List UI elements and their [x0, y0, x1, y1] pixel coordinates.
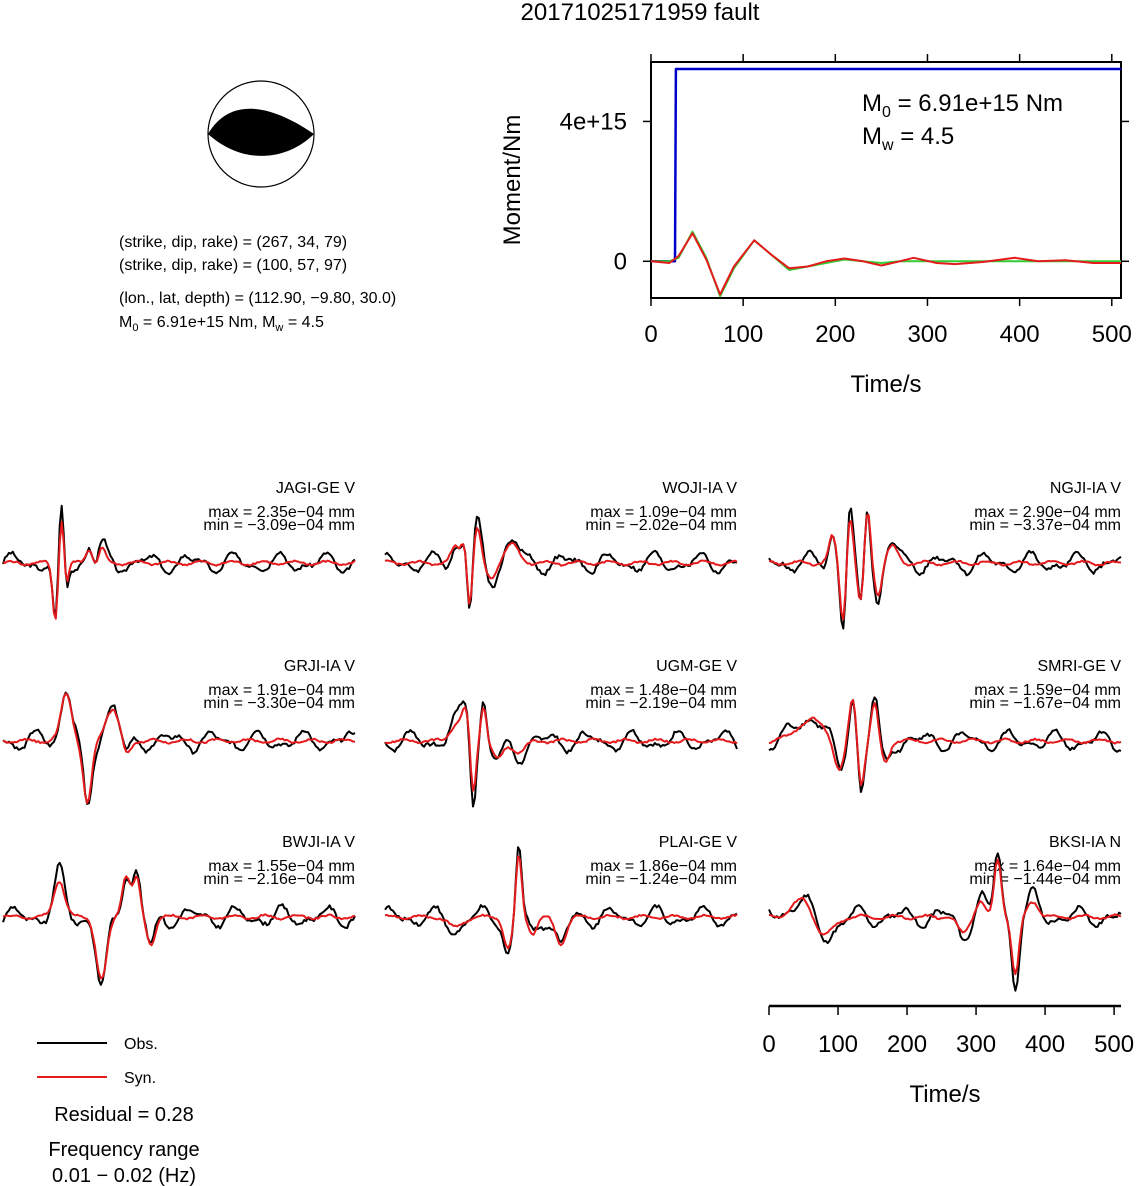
- moment-plot-frame: [650, 61, 1122, 299]
- hypocenter-info: (lon., lat, depth) = (112.90, −9.80, 30.…: [119, 290, 396, 307]
- trace-max: max = 2.35e−04 mm: [208, 504, 355, 521]
- synthetic-trace: [384, 855, 738, 950]
- figure-title: 20171025171959 fault: [521, 0, 760, 26]
- synthetic-trace: [2, 520, 356, 620]
- station-label: SMRI-GE V: [1037, 658, 1121, 675]
- moment-annotation-mw: Mw = 4.5: [862, 123, 954, 154]
- trace-max: max = 2.90e−04 mm: [974, 504, 1121, 521]
- trace-max: max = 1.09e−04 mm: [590, 504, 737, 521]
- waveform-xlabel: Time/s: [909, 1081, 980, 1108]
- trace-min: min = −1.44e−04 mm: [969, 871, 1121, 888]
- station-label: GRJI-IA V: [284, 658, 355, 675]
- moment-xtick-label: 200: [815, 321, 855, 348]
- waveform-time-axis: 0 100 200 300 400 500: [762, 1004, 1134, 1058]
- moment-annotation-m0: M0 = 6.91e+15 Nm: [862, 90, 1063, 121]
- beachball: [207, 80, 315, 188]
- trace-min: min = −1.24e−04 mm: [585, 871, 737, 888]
- observed-trace: [2, 861, 356, 986]
- trace-min: min = −3.30e−04 mm: [203, 695, 355, 712]
- synthetic-trace: [768, 858, 1122, 976]
- trace-min: min = −3.37e−04 mm: [969, 517, 1121, 534]
- waveform-xtick-label: 200: [887, 1031, 927, 1058]
- moment-xtick-label: 0: [644, 321, 657, 348]
- station-label: WOJI-IA V: [662, 480, 737, 497]
- synthetic-trace: [2, 875, 356, 980]
- moment-xtick-label: 500: [1092, 321, 1132, 348]
- moment-ytick-label: 4e+15: [560, 108, 627, 135]
- moment-ylabel: Moment/Nm: [499, 115, 526, 246]
- trace-max: max = 1.55e−04 mm: [208, 858, 355, 875]
- nodal-plane-2: (strike, dip, rake) = (100, 57, 97): [119, 257, 347, 274]
- waveform-xtick-label: 400: [1025, 1031, 1065, 1058]
- focal-mechanism-info: (strike, dip, rake) = (267, 34, 79) (str…: [119, 234, 396, 334]
- magnitude-info: M0 = 6.91e+15 Nm, Mw = 4.5: [119, 314, 324, 334]
- synthetic-trace: [384, 527, 738, 605]
- synthetic-trace: [384, 706, 738, 792]
- trace-min: min = −3.09e−04 mm: [203, 517, 355, 534]
- synthetic-trace: [768, 699, 1122, 787]
- moment-series-group: [650, 67, 1121, 298]
- legend-obs-label: Obs.: [124, 1036, 158, 1053]
- nodal-plane-1: (strike, dip, rake) = (267, 34, 79): [119, 234, 347, 251]
- trace-min: min = −2.16e−04 mm: [203, 871, 355, 888]
- trace-max: max = 1.91e−04 mm: [208, 682, 355, 699]
- synthetic-trace: [2, 692, 356, 804]
- waveform-xtick-label: 100: [818, 1031, 858, 1058]
- trace-max: max = 1.86e−04 mm: [590, 858, 737, 875]
- synthetic-trace: [768, 514, 1122, 621]
- observed-trace: [384, 700, 738, 808]
- observed-trace: [384, 515, 738, 609]
- frequency-range-value: 0.01 − 0.02 (Hz): [52, 1165, 196, 1186]
- trace-max: max = 1.64e−04 mm: [974, 858, 1121, 875]
- station-label: BWJI-IA V: [282, 834, 355, 851]
- moment-xtick-label: 300: [907, 321, 947, 348]
- station-label: JAGI-GE V: [276, 480, 355, 497]
- trace-min: min = −2.02e−04 mm: [585, 517, 737, 534]
- observed-trace: [2, 504, 356, 617]
- waveform-xtick-label: 500: [1094, 1031, 1134, 1058]
- trace-min: min = −2.19e−04 mm: [585, 695, 737, 712]
- trace-max: max = 1.59e−04 mm: [974, 682, 1121, 699]
- station-label: PLAI-GE V: [659, 834, 738, 851]
- trace-max: max = 1.48e−04 mm: [590, 682, 737, 699]
- waveform-xtick-label: 0: [762, 1031, 775, 1058]
- legend: Obs. Syn. Residual = 0.28 Frequency rang…: [37, 1036, 200, 1186]
- station-label: NGJI-IA V: [1050, 480, 1121, 497]
- moment-xlabel: Time/s: [850, 371, 921, 398]
- moment-ytick-label: 0: [614, 248, 627, 275]
- observed-trace: [384, 846, 738, 955]
- station-label: UGM-GE V: [656, 658, 737, 675]
- frequency-range-title: Frequency range: [48, 1139, 199, 1161]
- moment-series-3: [650, 232, 1121, 296]
- legend-syn-label: Syn.: [124, 1070, 156, 1087]
- moment-xtick-label: 400: [1000, 321, 1040, 348]
- beachball-compression-quadrant: [208, 108, 314, 156]
- residual-text: Residual = 0.28: [54, 1104, 194, 1126]
- station-label: BKSI-IA N: [1049, 834, 1121, 851]
- moment-xtick-label: 100: [723, 321, 763, 348]
- waveform-xtick-label: 300: [956, 1031, 996, 1058]
- moment-axes: 0 100 200 300 400 500 0 4e+15: [560, 54, 1132, 348]
- trace-min: min = −1.67e−04 mm: [969, 695, 1121, 712]
- observed-trace: [768, 852, 1122, 992]
